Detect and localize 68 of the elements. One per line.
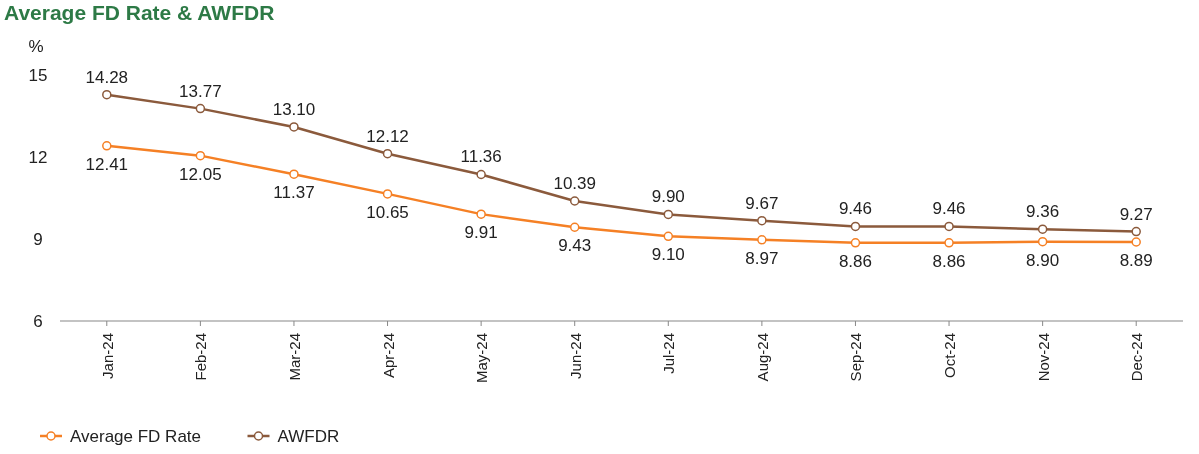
point [382, 189, 393, 199]
point [1131, 237, 1141, 247]
point [944, 238, 954, 248]
data-label: 13.10 [272, 99, 316, 119]
data-label: 14.28 [85, 67, 129, 87]
point [1131, 226, 1141, 237]
x-tick-label: Jun-24 [566, 333, 584, 379]
data-label: 8.97 [745, 248, 779, 268]
x-tick-label: Nov-24 [1034, 333, 1052, 382]
x-tick-label: Aug-24 [753, 333, 771, 382]
point [944, 221, 954, 232]
data-label: 9.46 [838, 199, 873, 219]
data-label: 12.05 [179, 164, 222, 184]
chart-title: Average FD Rate & AWFDR [4, 1, 275, 24]
data-label: 12.41 [85, 154, 129, 174]
point [289, 122, 299, 132]
data-label: 11.36 [460, 147, 502, 167]
data-label: 8.89 [1119, 251, 1153, 271]
x-tick-label: Sep-24 [847, 333, 865, 382]
data-label: 12.12 [366, 126, 409, 146]
data-label: 10.39 [553, 174, 596, 194]
point [663, 209, 674, 220]
x-tick-label: Jul-24 [660, 333, 678, 374]
y-tick-label: 12 [28, 147, 48, 167]
data-label: 8.86 [932, 251, 966, 271]
point [476, 209, 486, 219]
data-label: 9.27 [1119, 204, 1153, 224]
point [1037, 224, 1048, 234]
point [476, 169, 486, 180]
point [757, 215, 767, 226]
point [569, 196, 580, 206]
point [289, 169, 299, 179]
point [569, 222, 580, 232]
point [1037, 236, 1048, 247]
data-label: 8.90 [1026, 250, 1060, 270]
data-label: 8.86 [838, 251, 873, 271]
data-label: 9.36 [1026, 202, 1060, 222]
point [102, 141, 112, 151]
x-tick-label: Feb-24 [192, 333, 210, 381]
data-label: 13.77 [179, 81, 222, 101]
legend-label: Average FD Rate [70, 426, 202, 446]
y-tick-label: 9 [33, 229, 43, 249]
y-tick-label: 15 [28, 65, 48, 85]
x-tick-label: Dec-24 [1128, 333, 1146, 382]
x-tick-label: Apr-24 [379, 333, 397, 379]
data-label: 11.37 [273, 183, 315, 203]
legend-label: AWFDR [277, 426, 340, 446]
y-tick-label: 6 [33, 311, 43, 331]
point [663, 231, 674, 242]
point [195, 150, 206, 161]
point [850, 221, 861, 232]
data-label: 9.91 [464, 223, 498, 243]
x-tick-label: Jan-24 [98, 333, 116, 379]
data-label: 10.65 [366, 202, 409, 222]
data-label: 9.43 [558, 236, 592, 256]
point [195, 103, 206, 114]
data-label: 9.46 [932, 199, 966, 219]
point [102, 89, 112, 100]
data-label: 9.67 [745, 193, 779, 213]
data-label: 9.10 [651, 245, 685, 265]
point [757, 235, 767, 245]
y-axis-title: % [28, 37, 44, 56]
point [382, 148, 393, 159]
x-tick-label: Oct-24 [941, 333, 959, 379]
x-tick-label: Mar-24 [285, 333, 303, 381]
point [850, 238, 861, 248]
x-tick-label: May-24 [473, 333, 491, 384]
data-label: 9.90 [651, 187, 685, 207]
